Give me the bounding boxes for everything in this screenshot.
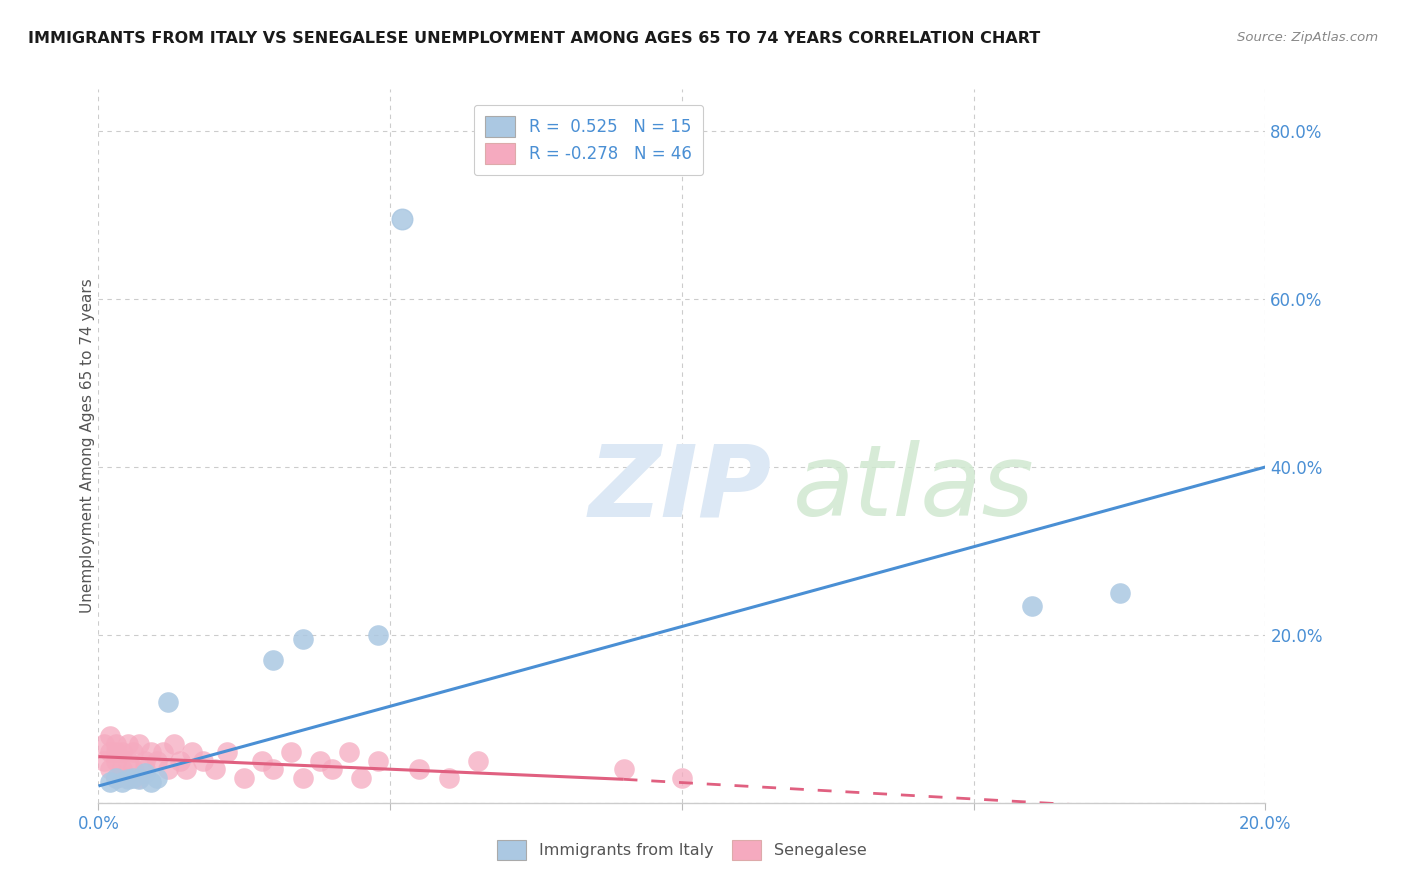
Point <box>117 754 139 768</box>
Text: IMMIGRANTS FROM ITALY VS SENEGALESE UNEMPLOYMENT AMONG AGES 65 TO 74 YEARS CORRE: IMMIGRANTS FROM ITALY VS SENEGALESE UNEM… <box>28 31 1040 46</box>
Point <box>350 771 373 785</box>
Point <box>128 771 150 785</box>
Point <box>104 746 127 760</box>
Text: atlas: atlas <box>793 441 1035 537</box>
Point <box>146 771 169 785</box>
Point <box>321 762 343 776</box>
Point <box>111 774 134 789</box>
Point <box>134 762 156 776</box>
Point <box>291 771 314 785</box>
Point <box>122 762 145 776</box>
Point <box>262 653 284 667</box>
Point <box>152 746 174 760</box>
Point <box>408 762 430 776</box>
Point <box>128 772 150 787</box>
Point <box>262 762 284 776</box>
Point <box>157 762 180 776</box>
Point <box>1108 586 1130 600</box>
Point <box>309 754 332 768</box>
Point <box>128 737 150 751</box>
Point <box>467 754 489 768</box>
Point <box>104 737 127 751</box>
Point <box>163 737 186 751</box>
Point <box>117 737 139 751</box>
Point <box>111 746 134 760</box>
Point <box>215 746 238 760</box>
Point <box>122 771 145 785</box>
Point <box>139 774 162 789</box>
Point <box>93 737 115 751</box>
Y-axis label: Unemployment Among Ages 65 to 74 years: Unemployment Among Ages 65 to 74 years <box>80 278 94 614</box>
Point <box>391 212 413 227</box>
Point <box>612 762 634 776</box>
Point <box>104 754 127 768</box>
Point <box>291 632 314 646</box>
Point <box>180 746 202 760</box>
Point <box>250 754 273 768</box>
Point <box>104 771 127 785</box>
Legend: Immigrants from Italy, Senegalese: Immigrants from Italy, Senegalese <box>491 834 873 866</box>
Point <box>134 754 156 768</box>
Point <box>98 774 121 789</box>
Point <box>139 746 162 760</box>
Point <box>193 754 215 768</box>
Point <box>437 771 460 785</box>
Point <box>204 762 226 776</box>
Point <box>280 746 302 760</box>
Point <box>1021 599 1043 613</box>
Point <box>134 766 156 780</box>
Point <box>169 754 191 768</box>
Point <box>117 772 139 787</box>
Text: Source: ZipAtlas.com: Source: ZipAtlas.com <box>1237 31 1378 45</box>
Point <box>337 746 360 760</box>
Point <box>174 762 197 776</box>
Point <box>122 746 145 760</box>
Point <box>98 729 121 743</box>
Point <box>146 754 169 768</box>
Point <box>111 762 134 776</box>
Point <box>233 771 256 785</box>
Point <box>671 771 693 785</box>
Point <box>104 771 127 785</box>
Point <box>98 746 121 760</box>
Point <box>157 695 180 709</box>
Text: ZIP: ZIP <box>589 441 772 537</box>
Point <box>367 628 389 642</box>
Point <box>98 762 121 776</box>
Point <box>93 754 115 768</box>
Point <box>117 771 139 785</box>
Point <box>367 754 389 768</box>
